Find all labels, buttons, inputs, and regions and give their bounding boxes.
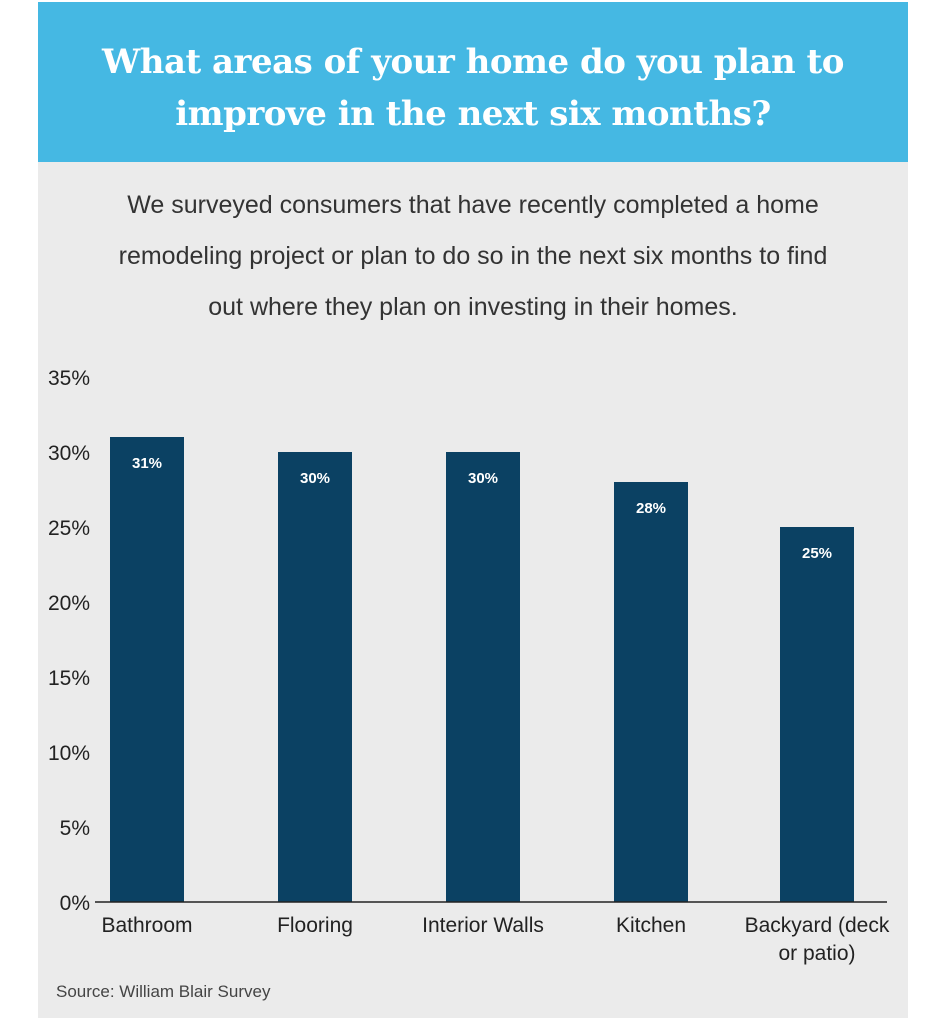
y-tick-label: 25%: [48, 517, 90, 540]
data-label: 30%: [300, 470, 330, 487]
bar: [446, 452, 520, 902]
bar: [110, 437, 184, 902]
y-tick-label: 35%: [48, 367, 90, 390]
x-tick-label: Bathroom: [101, 914, 192, 937]
source-note: Source: William Blair Survey: [56, 982, 271, 1001]
data-labels: 31% 30% 30% 28% 25%: [132, 455, 832, 562]
x-tick-label: Backyard (deck or patio): [745, 914, 890, 965]
subtitle-line-2: remodeling project or plan to do so in t…: [118, 242, 828, 270]
y-tick-label: 10%: [48, 742, 90, 765]
bar: [614, 482, 688, 902]
chart-title-line-1: What areas of your home do you plan to: [102, 42, 844, 82]
y-tick-label: 30%: [48, 442, 90, 465]
y-tick-label: 15%: [48, 667, 90, 690]
x-tick-label: Interior Walls: [422, 914, 544, 937]
chart-title: What areas of your home do you plan to i…: [68, 36, 878, 140]
data-label: 28%: [636, 500, 666, 517]
data-label: 31%: [132, 455, 162, 472]
y-tick-label: 0%: [60, 892, 90, 915]
data-label: 25%: [802, 545, 832, 562]
x-tick-label: Kitchen: [616, 914, 686, 937]
y-tick-label: 20%: [48, 592, 90, 615]
chart-subtitle: We surveyed consumers that have recently…: [78, 180, 868, 333]
y-tick-label: 5%: [60, 817, 90, 840]
subtitle-line-1: We surveyed consumers that have recently…: [127, 191, 819, 219]
y-axis: 0% 5% 10% 15% 20% 25% 30% 35%: [48, 367, 90, 915]
bar-series: [110, 437, 854, 902]
title-banner: What areas of your home do you plan to i…: [38, 2, 908, 162]
bar: [780, 527, 854, 902]
data-label: 30%: [468, 470, 498, 487]
x-axis: Bathroom Flooring Interior Walls Kitchen Bac…: [95, 901, 890, 965]
x-tick-label: Flooring: [277, 914, 353, 937]
chart-title-line-2: improve in the next six months?: [175, 94, 771, 134]
subtitle-line-3: out where they plan on investing in thei…: [208, 293, 738, 321]
bar: [278, 452, 352, 902]
